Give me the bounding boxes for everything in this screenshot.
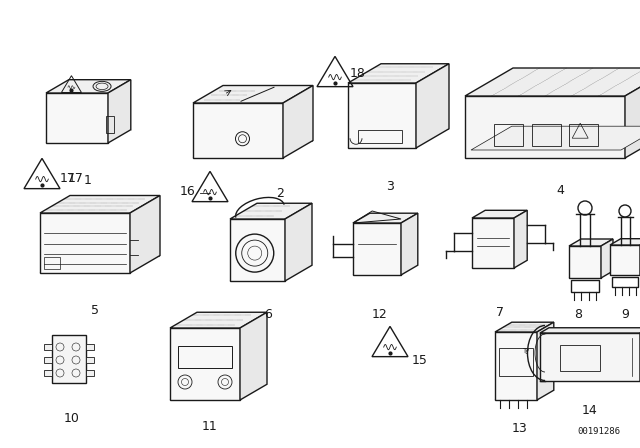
Polygon shape — [465, 68, 640, 96]
Polygon shape — [514, 210, 527, 268]
Polygon shape — [569, 246, 601, 278]
Bar — [44, 370, 52, 376]
Text: 13: 13 — [512, 422, 528, 435]
Polygon shape — [230, 219, 285, 281]
Bar — [571, 280, 599, 292]
Polygon shape — [610, 245, 640, 275]
Polygon shape — [130, 195, 160, 273]
Polygon shape — [170, 328, 240, 400]
Bar — [86, 344, 94, 350]
Bar — [86, 357, 94, 363]
Polygon shape — [240, 312, 267, 400]
Bar — [494, 124, 523, 146]
Text: 17: 17 — [68, 172, 84, 185]
Polygon shape — [353, 223, 401, 275]
Polygon shape — [193, 103, 283, 158]
Polygon shape — [495, 322, 554, 332]
Polygon shape — [46, 93, 108, 143]
Text: 00191286: 00191286 — [577, 427, 620, 436]
Polygon shape — [353, 213, 418, 223]
Polygon shape — [46, 80, 131, 93]
Text: 14: 14 — [582, 404, 598, 417]
Text: 2: 2 — [276, 186, 284, 199]
Text: 1: 1 — [84, 173, 92, 186]
Bar — [612, 277, 638, 287]
Polygon shape — [108, 80, 131, 143]
Bar — [560, 345, 600, 371]
Polygon shape — [348, 64, 449, 83]
Bar — [44, 344, 52, 350]
Polygon shape — [348, 83, 416, 148]
Polygon shape — [285, 203, 312, 281]
Polygon shape — [283, 86, 313, 158]
Polygon shape — [40, 213, 130, 273]
Text: 9: 9 — [621, 309, 629, 322]
Text: 11: 11 — [202, 419, 218, 432]
Bar — [178, 346, 232, 368]
Polygon shape — [540, 328, 640, 333]
Polygon shape — [193, 86, 313, 103]
Bar — [569, 124, 598, 146]
Polygon shape — [416, 64, 449, 148]
Polygon shape — [471, 126, 640, 150]
Bar — [532, 124, 561, 146]
Text: 10: 10 — [64, 412, 80, 425]
Polygon shape — [40, 195, 160, 213]
Polygon shape — [230, 203, 312, 219]
Text: 15: 15 — [412, 353, 428, 366]
Polygon shape — [610, 239, 640, 245]
Text: 12: 12 — [372, 309, 388, 322]
Text: 18: 18 — [350, 66, 366, 79]
Text: 17: 17 — [60, 172, 76, 185]
Text: 16: 16 — [180, 185, 196, 198]
Text: 7: 7 — [496, 306, 504, 319]
Text: Ty: Ty — [522, 348, 530, 354]
Text: 8: 8 — [574, 309, 582, 322]
Polygon shape — [625, 68, 640, 158]
Bar — [52, 335, 86, 383]
Polygon shape — [601, 239, 613, 278]
Bar — [44, 257, 60, 269]
Polygon shape — [537, 322, 554, 400]
Text: 5: 5 — [91, 303, 99, 316]
Bar — [540, 333, 640, 381]
Polygon shape — [472, 210, 527, 218]
Polygon shape — [495, 332, 537, 400]
Bar — [499, 348, 533, 376]
Polygon shape — [401, 213, 418, 275]
Text: 3: 3 — [386, 180, 394, 193]
Text: 6: 6 — [264, 309, 272, 322]
Polygon shape — [170, 312, 267, 328]
Polygon shape — [465, 96, 625, 158]
Polygon shape — [569, 239, 613, 246]
Polygon shape — [472, 218, 514, 268]
Bar — [86, 370, 94, 376]
Text: 4: 4 — [556, 184, 564, 197]
Bar — [44, 357, 52, 363]
